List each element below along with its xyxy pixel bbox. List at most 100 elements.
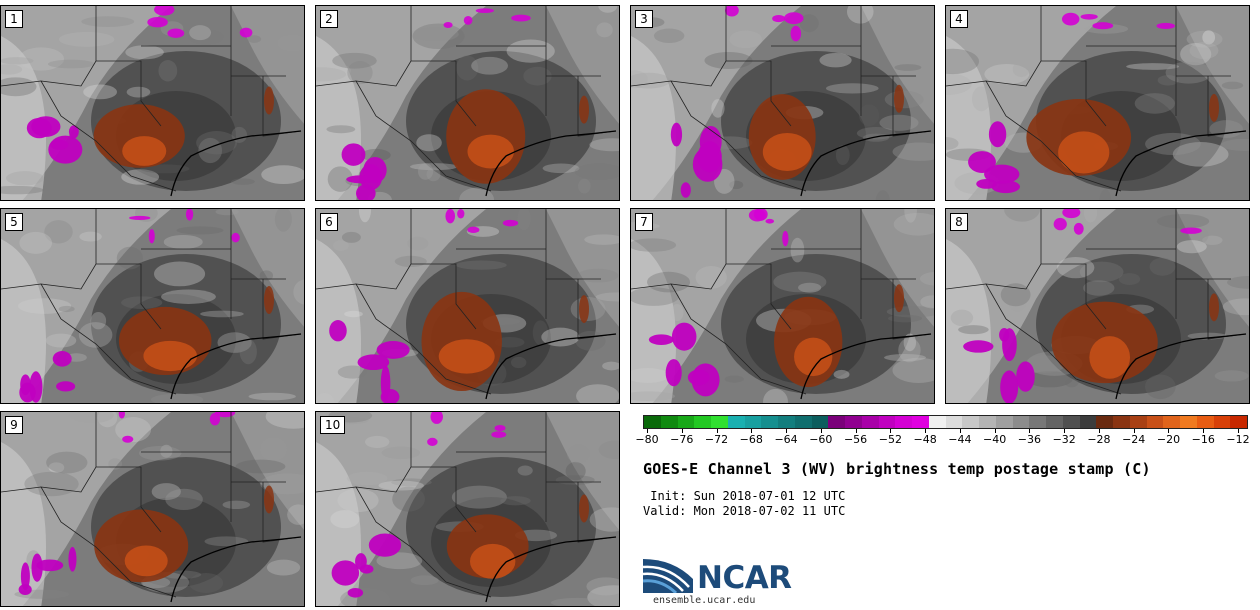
- colorbar-tick-label: −48: [913, 433, 937, 446]
- colorbar-segment: [1146, 416, 1164, 428]
- colorbar-tick: [1168, 429, 1170, 433]
- wv-map: [316, 6, 619, 200]
- colorbar-segment: [1163, 416, 1180, 428]
- colorbar-tick: [855, 429, 857, 433]
- colorbar-tick: [1238, 429, 1239, 433]
- colorbar-segment: [644, 416, 661, 428]
- colorbar-segment: [1180, 416, 1197, 428]
- stamp-panel-1: 1: [0, 5, 305, 201]
- colorbar-tick: [647, 429, 648, 433]
- colorbar-segment: [761, 416, 778, 428]
- colorbar-tick: [994, 429, 996, 433]
- colorbar-segment: [845, 416, 862, 428]
- colorbar-tick-label: −76: [670, 433, 694, 446]
- colorbar-tick: [925, 429, 927, 433]
- colorbar-tick-label: −36: [1017, 433, 1042, 446]
- stamp-panel-2: 2: [315, 5, 620, 201]
- colorbar-tick: [751, 429, 753, 433]
- panel-number: 9: [5, 416, 23, 434]
- colorbar-tick-label: −52: [878, 433, 902, 446]
- wv-map: [946, 209, 1249, 403]
- colorbar-tick-label: −32: [1052, 433, 1076, 446]
- colorbar-segment: [694, 416, 711, 428]
- colorbar-tick-label: −80: [635, 433, 659, 446]
- panel-number: 8: [950, 213, 968, 231]
- colorbar-segment: [744, 416, 762, 428]
- colorbar-segment: [1113, 416, 1130, 428]
- colorbar-segment: [1129, 416, 1147, 428]
- stamp-panel-4: 4: [945, 5, 1250, 201]
- stamp-panel-3: 3: [630, 5, 935, 201]
- colorbar-segment: [1062, 416, 1080, 428]
- stamp-panel-10: 10: [315, 411, 620, 607]
- wv-map: [1, 6, 304, 200]
- panel-number: 7: [635, 213, 653, 231]
- stamp-panel-8: 8: [945, 208, 1250, 404]
- colorbar-tick: [1098, 429, 1100, 433]
- panel-number: 1: [5, 10, 23, 28]
- colorbar-tick-label: −56: [843, 433, 868, 446]
- colorbar-tick-label: −68: [739, 433, 763, 446]
- wv-map: [631, 6, 934, 200]
- colorbar-segment: [828, 416, 845, 428]
- panel-number: 6: [320, 213, 338, 231]
- colorbar-tick: [1029, 429, 1031, 433]
- colorbar-tick-label: −60: [809, 433, 833, 446]
- colorbar-tick-label: −44: [948, 433, 972, 446]
- colorbar-tick-label: −64: [774, 433, 798, 446]
- colorbar-segment: [928, 416, 946, 428]
- colorbar-segment: [1196, 416, 1214, 428]
- colorbar-segment: [1079, 416, 1097, 428]
- ncar-logo-icon: [643, 559, 693, 593]
- colorbar-tick: [1064, 429, 1066, 433]
- valid-time: Valid: Mon 2018-07-02 11 UTC: [643, 504, 846, 518]
- stamp-panel-5: 5: [0, 208, 305, 404]
- colorbar-tick-label: −12: [1226, 433, 1250, 446]
- colorbar-tick: [716, 429, 718, 433]
- site-url: ensemble.ucar.edu: [653, 595, 756, 606]
- wv-map: [316, 209, 619, 403]
- colorbar-segment: [727, 416, 745, 428]
- colorbar-segment: [912, 416, 929, 428]
- colorbar-tick: [681, 429, 683, 433]
- colorbar-segment: [660, 416, 678, 428]
- colorbar-segment: [794, 416, 812, 428]
- colorbar-tick: [1133, 429, 1135, 433]
- stamp-panel-6: 6: [315, 208, 620, 404]
- colorbar-segment: [811, 416, 829, 428]
- colorbar-tick: [820, 429, 822, 433]
- colorbar-tick-label: −40: [983, 433, 1007, 446]
- colorbar-segment: [711, 416, 728, 428]
- colorbar: [643, 415, 1248, 429]
- wv-map: [316, 412, 619, 606]
- colorbar-tick: [786, 429, 788, 433]
- colorbar-segment: [861, 416, 879, 428]
- colorbar-segment: [1046, 416, 1063, 428]
- init-time: Init: Sun 2018-07-01 12 UTC: [643, 489, 846, 503]
- stamp-panel-7: 7: [630, 208, 935, 404]
- colorbar-segment: [1096, 416, 1113, 428]
- ncar-logo-text: NCAR: [697, 560, 792, 596]
- colorbar-tick-label: −72: [704, 433, 729, 446]
- panel-number: 4: [950, 10, 968, 28]
- colorbar-ticks: −80 −76 −72 −68 −64 −60 −56 −52 −48 −44 −40 −36 −32−…: [635, 429, 1250, 449]
- colorbar-tick: [1203, 429, 1205, 433]
- colorbar-segment: [1029, 416, 1046, 428]
- colorbar-segment: [1012, 416, 1030, 428]
- colorbar-tick: [890, 429, 892, 433]
- colorbar-tick: [959, 429, 961, 433]
- colorbar-segment: [1230, 416, 1247, 428]
- colorbar-segment: [778, 416, 795, 428]
- panel-number: 10: [320, 416, 346, 434]
- wv-map: [946, 6, 1249, 200]
- colorbar-segment: [995, 416, 1013, 428]
- colorbar-tick-label: −20: [1156, 433, 1181, 446]
- colorbar-segment: [878, 416, 896, 428]
- colorbar-segment: [677, 416, 695, 428]
- wv-map: [1, 412, 304, 606]
- colorbar-tick-label: −28: [1087, 433, 1111, 446]
- stamp-panel-9: 9: [0, 411, 305, 607]
- panel-number: 5: [5, 213, 23, 231]
- panel-number: 3: [635, 10, 653, 28]
- colorbar-tick-label: −16: [1191, 433, 1215, 446]
